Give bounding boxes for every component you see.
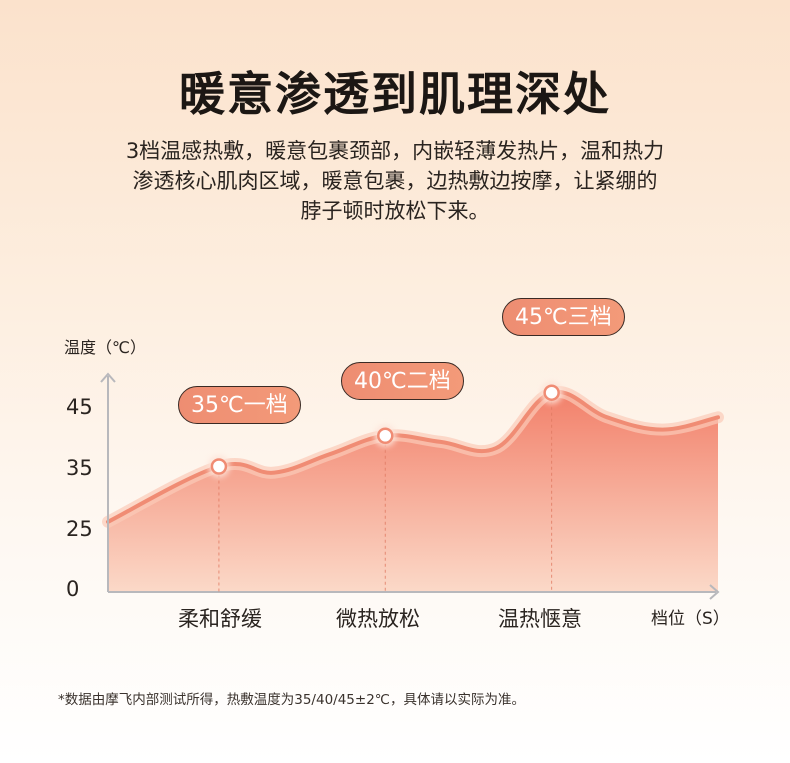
x-axis-label: 档位（S） xyxy=(651,609,730,629)
area-fill xyxy=(108,391,718,592)
y-axis-label: 温度（℃） xyxy=(64,338,146,357)
x-tick-label: 温热惬意 xyxy=(498,607,582,631)
description: 3档温感热敷，暖意包裹颈部，内嵌轻薄发热片，温和热力 渗透核心肌肉区域，暖意包裹… xyxy=(0,136,790,226)
footnote: *数据由摩飞内部测试所得，热敷温度为35/40/45±2℃，具体请以实际为准。 xyxy=(58,692,525,708)
y-tick-label: 35 xyxy=(66,456,93,480)
level-3-callout: 45℃三档 xyxy=(502,298,625,336)
description-line: 脖子顿时放松下来。 xyxy=(300,199,490,223)
level-marker xyxy=(210,458,228,475)
x-tick-label: 柔和舒缓 xyxy=(178,607,262,631)
page-title: 暖意渗透到肌理深处 xyxy=(179,67,611,121)
description-line: 渗透核心肌肉区域，暖意包裹，边热敷边按摩，让紧绷的 xyxy=(132,169,658,193)
y-tick-label: 0 xyxy=(66,577,80,601)
level-1-callout: 35℃一档 xyxy=(178,386,301,424)
area-line xyxy=(106,389,720,524)
level-marker xyxy=(377,427,394,444)
y-tick-label: 25 xyxy=(66,517,93,541)
y-axis-arrow xyxy=(100,372,116,383)
level-marker xyxy=(543,384,560,401)
description-line: 3档温感热敷，暖意包裹颈部，内嵌轻薄发热片，温和热力 xyxy=(125,139,665,163)
x-axis-arrow xyxy=(709,584,720,600)
y-tick-label: 45 xyxy=(66,395,93,419)
level-2-callout: 40℃二档 xyxy=(341,362,464,400)
x-tick-label: 微热放松 xyxy=(336,607,420,631)
